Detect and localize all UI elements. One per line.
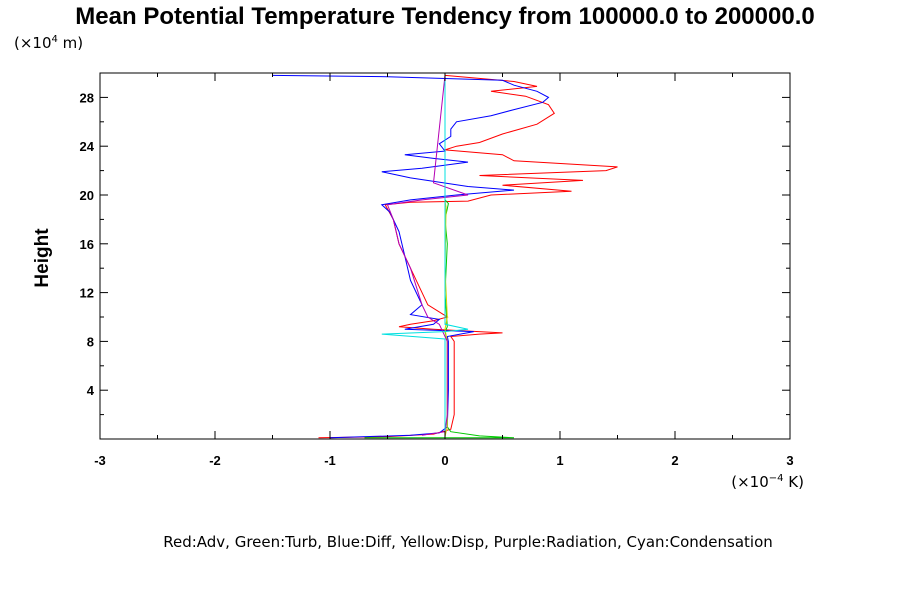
x-tick-label: 2 [671, 453, 678, 468]
y-tick-label: 12 [80, 286, 94, 301]
series-line-2 [272, 74, 550, 439]
series-line-1 [364, 75, 515, 439]
x-tick-label: 1 [556, 453, 563, 468]
series-line-0 [318, 74, 618, 439]
y-tick-label: 8 [87, 334, 94, 349]
y-tick-label: 20 [80, 188, 94, 203]
legend-text: Red:Adv, Green:Turb, Blue:Diff, Yellow:D… [163, 533, 773, 551]
x-tick-label: -1 [324, 453, 336, 468]
x-tick-label: -2 [209, 453, 221, 468]
chart-title: Mean Potential Temperature Tendency from… [75, 3, 814, 30]
x-tick-label: 3 [786, 453, 793, 468]
x-tick-label: -3 [94, 453, 106, 468]
y-unit: (×104 m) [14, 34, 83, 52]
series-layer [272, 74, 618, 439]
y-axis-label: Height [32, 228, 53, 288]
series-line-5 [381, 75, 469, 437]
y-tick-label: 16 [80, 237, 94, 252]
y-tick-label: 24 [80, 139, 95, 154]
x-tick-label: 0 [441, 453, 448, 468]
y-tick-label: 28 [80, 90, 94, 105]
y-tick-label: 4 [87, 383, 95, 398]
x-unit: (×10−4 K) [731, 473, 804, 491]
series-line-4 [386, 75, 469, 436]
